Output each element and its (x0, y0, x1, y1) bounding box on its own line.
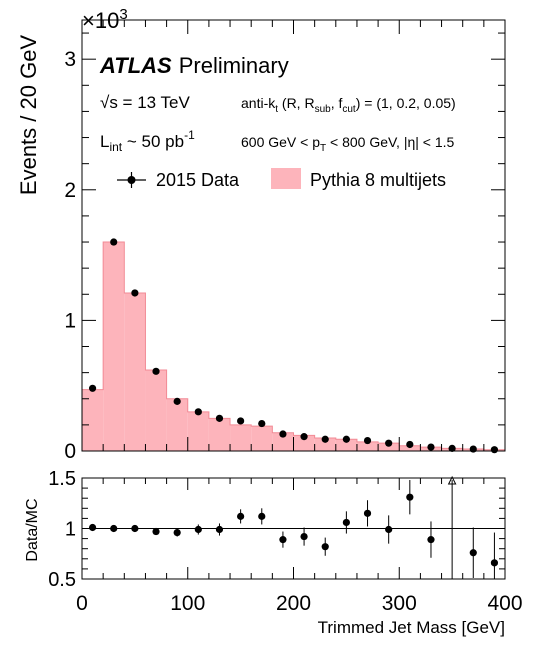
mc-bar (124, 292, 146, 451)
ratio-point (88, 523, 97, 532)
x-tick-label: 300 (382, 592, 417, 615)
data-point (406, 440, 414, 449)
data-point (342, 435, 350, 443)
x-tick-label: 400 (487, 592, 522, 615)
data-point (237, 417, 245, 425)
ratio-point (363, 509, 372, 517)
y-exponent: ×103 (82, 6, 128, 33)
data-point (385, 439, 393, 447)
data-point (173, 397, 181, 405)
mc-bar (293, 435, 315, 451)
mc-bar (251, 426, 273, 451)
data-point (131, 289, 139, 297)
data-point (152, 367, 160, 375)
ratio-panel: 0.5 1 1.5 0 100 200 300 400 (48, 468, 522, 615)
ratio-point (469, 549, 477, 557)
ratio-point (258, 512, 266, 520)
ratio-point (342, 518, 350, 527)
ratio-point (406, 493, 414, 501)
main-ytick-label: 0 (64, 440, 76, 463)
ratio-ytick-label: 0.5 (48, 569, 76, 591)
ratio-point (427, 536, 435, 544)
data-point (88, 384, 97, 392)
main-ytick-label: 2 (64, 179, 76, 202)
ratio-ylabel: Data/MC (24, 498, 41, 561)
data-point (448, 444, 456, 452)
ratio-point (237, 512, 245, 520)
ratio-point (194, 525, 202, 534)
main-panel: 0 1 2 3 (64, 19, 506, 463)
main-ytick-label: 3 (64, 48, 76, 71)
mc-bar (356, 441, 379, 451)
ratio-point (321, 543, 329, 551)
legend: 2015 Data Pythia 8 multijets (117, 168, 446, 190)
mc-bar (82, 389, 104, 451)
x-tick-label: 200 (276, 592, 311, 615)
ratio-ytick-label: 1 (65, 519, 76, 541)
ratio-point (279, 536, 287, 544)
mc-bar (166, 398, 188, 451)
main-ylabel: Events / 20 GeV (16, 35, 41, 196)
mc-bar (187, 411, 209, 451)
data-point (321, 435, 329, 443)
mc-bar (145, 370, 167, 451)
ratio-offscale-arrow (447, 475, 457, 485)
annotation-pt-cut: 600 GeV < pT < 800 GeV, |η| < 1.5 (241, 134, 455, 154)
x-tick-label: 0 (76, 592, 88, 615)
data-point (300, 433, 308, 441)
legend-data-marker (127, 176, 136, 184)
ratio-point (110, 524, 118, 533)
x-tick-label: 100 (170, 592, 205, 615)
data-point (279, 430, 287, 438)
mc-bar (230, 424, 252, 451)
atlas-label: ATLAS Preliminary (99, 53, 289, 78)
data-point (490, 446, 499, 454)
mc-bar (208, 418, 231, 451)
data-point (427, 443, 435, 451)
mc-bar (103, 242, 125, 451)
data-point (258, 419, 266, 428)
ratio-point (215, 525, 224, 534)
data-point (363, 436, 372, 445)
data-point (194, 408, 202, 416)
legend-mc-label: Pythia 8 multijets (310, 170, 446, 190)
ratio-point (131, 524, 139, 533)
ratio-ytick-label: 1.5 (48, 468, 76, 490)
annotation-algorithm: anti-kt (R, Rsub, fcut) = (1, 0.2, 0.05) (241, 95, 456, 115)
data-point (469, 445, 477, 453)
data-point (215, 414, 224, 422)
mc-bar (272, 432, 294, 451)
ratio-point (152, 527, 160, 536)
data-point (110, 238, 118, 246)
ratio-point (173, 528, 181, 537)
ratio-point (300, 532, 308, 541)
annotation-energy: √s = 13 TeV (100, 93, 190, 112)
mc-bar (335, 439, 357, 451)
ratio-point (490, 559, 499, 567)
legend-mc-swatch (271, 168, 301, 189)
legend-data-label: 2015 Data (156, 170, 240, 190)
annotation-lumi: Lint ~ 50 pb-1 (100, 128, 195, 154)
mc-bar (378, 443, 400, 451)
main-ytick-label: 1 (64, 309, 76, 332)
mc-bar (314, 437, 336, 451)
ratio-point (385, 525, 393, 534)
mc-bar (399, 445, 421, 451)
x-axis-label: Trimmed Jet Mass [GeV] (318, 618, 505, 637)
